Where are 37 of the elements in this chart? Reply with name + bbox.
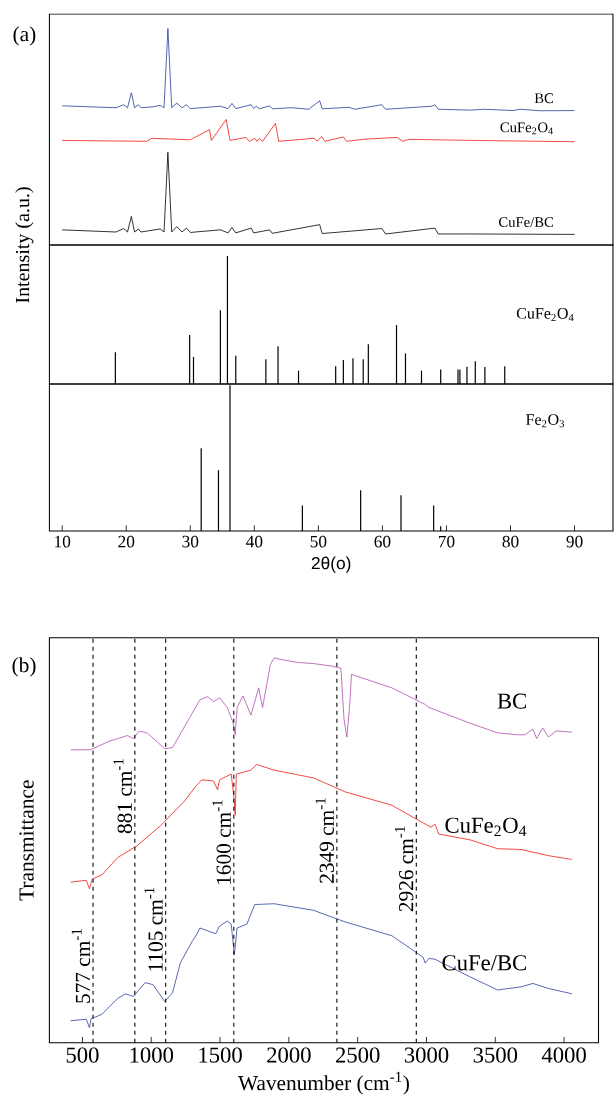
ref-line-label: 881 cm$^{-1}$: [113, 759, 132, 834]
x-tick-label: 2500: [336, 1047, 380, 1063]
ref-line-label: 2349 cm$^{-1}$: [315, 798, 334, 883]
x-tick-label: 90: [566, 535, 583, 548]
ref-line-label: 1105 cm$^{-1}$: [144, 887, 163, 971]
chart-title: (b): [12, 657, 36, 677]
x-tick-label: 70: [438, 535, 455, 548]
ref-line-label: 2926 cm$^{-1}$: [394, 826, 414, 912]
x-tick-label: 10: [55, 535, 71, 548]
x-tick-label: 4000: [541, 1047, 586, 1063]
x-tick-label: 40: [246, 535, 263, 548]
text: CuFe$_{2}$O$_{4}$: [516, 307, 574, 321]
y-axis-title: Intensity (a.u.): [15, 187, 34, 303]
x-tick-label: 20: [118, 535, 135, 548]
series-label: CuFe$_{2}$O$_{4}$: [500, 122, 554, 135]
x-axis-title: 2θ(o): [311, 556, 351, 573]
text: Fe$_{2}$O$_{3}$: [526, 414, 565, 428]
x-tick-label: 2000: [267, 1047, 311, 1063]
series-label: CuFe/BC: [499, 217, 554, 228]
x-tick-label: 60: [374, 535, 391, 548]
series-label: CuFe$_{2}$O$_{4}$: [445, 817, 527, 837]
x-axis-title: Wavenumber (cm$^{-1}$): [238, 1071, 409, 1095]
x-tick-label: 3500: [473, 1047, 518, 1063]
ref-line-label: 577 cm$^{-1}$: [71, 929, 91, 1003]
y-axis-title: Transmittance: [19, 780, 34, 901]
x-tick-label: 50: [310, 535, 327, 548]
ref-line-label: 1600 cm$^{-1}$: [212, 800, 231, 884]
x-tick-label: 1500: [199, 1047, 242, 1063]
x-tick-label: 30: [182, 535, 199, 548]
chart-title: (a): [13, 26, 36, 46]
x-tick-label: 3000: [404, 1047, 449, 1063]
x-tick-label: 80: [502, 535, 519, 548]
series-label: BC: [497, 693, 526, 709]
x-tick-label: 500: [66, 1047, 99, 1063]
series-label: BC: [534, 93, 554, 104]
series-label: CuFe/BC: [442, 955, 526, 971]
x-tick-label: 1000: [130, 1047, 174, 1063]
